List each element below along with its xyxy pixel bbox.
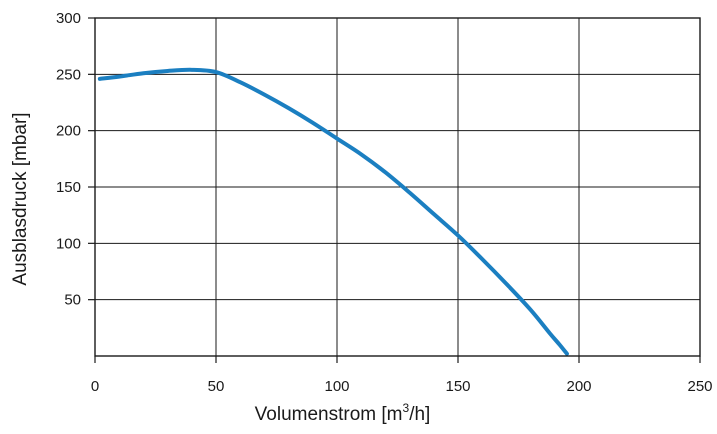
x-tick-label: 150: [445, 378, 470, 395]
x-tick-label: 250: [687, 378, 712, 395]
x-tick-label: 0: [91, 378, 99, 395]
y-tick-label: 200: [56, 123, 81, 140]
series-group: [97, 67, 569, 356]
x-tick-label: 200: [566, 378, 591, 395]
y-tick-label: 250: [56, 66, 81, 83]
y-tick-label: 300: [56, 10, 81, 27]
tick-marks: [88, 17, 701, 363]
x-axis-title-superscript: 3: [403, 401, 410, 415]
y-tick-label: 100: [56, 235, 81, 252]
x-axis-title: Volumenstrom [m3/h]: [255, 401, 431, 425]
x-tick-label: 50: [208, 378, 225, 395]
y-tick-labels: 50 100 150 200 250 300: [56, 10, 81, 309]
y-tick-label: 50: [64, 292, 81, 309]
y-tick-label: 150: [56, 179, 81, 196]
x-axis-title-suffix: /h]: [409, 404, 430, 425]
grid: [95, 18, 700, 356]
series-line: [97, 67, 569, 356]
x-axis-title-main: Volumenstrom [m: [255, 404, 403, 425]
y-axis-title: Ausblasdruck [mbar]: [10, 112, 31, 285]
x-tick-labels: 0 50 100 150 200 250: [91, 378, 713, 395]
x-tick-label: 100: [324, 378, 349, 395]
